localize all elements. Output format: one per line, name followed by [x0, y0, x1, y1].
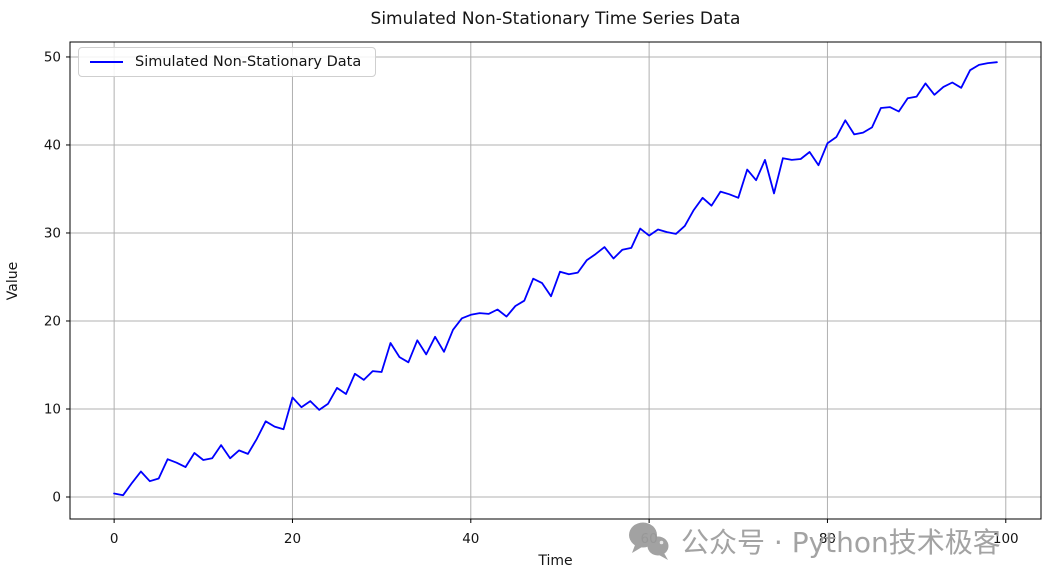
x-tick-label: 0 — [110, 531, 119, 547]
y-tick-label: 0 — [52, 489, 61, 505]
x-tick-label: 100 — [993, 531, 1019, 547]
plot-frame — [69, 41, 1042, 520]
x-tick-label: 80 — [819, 531, 836, 547]
legend-label: Simulated Non-Stationary Data — [135, 54, 362, 70]
data-line — [113, 61, 998, 497]
x-tick-label: 40 — [462, 531, 479, 547]
y-tick-label: 30 — [44, 225, 61, 241]
x-tick-label: 20 — [284, 531, 301, 547]
legend-line-sample — [90, 61, 123, 63]
legend: Simulated Non-Stationary Data — [78, 47, 377, 77]
watermark: 公众号 · Python技术极客 — [626, 518, 1001, 564]
watermark-text: 公众号 · Python技术极客 — [681, 526, 1001, 559]
y-tick-label: 40 — [44, 137, 61, 153]
y-tick-label: 20 — [44, 313, 61, 329]
y-tick-label: 50 — [44, 49, 61, 65]
wechat-icon — [626, 518, 672, 564]
chart-title: Simulated Non-Stationary Time Series Dat… — [370, 9, 741, 29]
y-tick-label: 10 — [44, 401, 61, 417]
x-axis-label: Time — [538, 553, 573, 569]
y-axis-label: Value — [5, 261, 21, 301]
